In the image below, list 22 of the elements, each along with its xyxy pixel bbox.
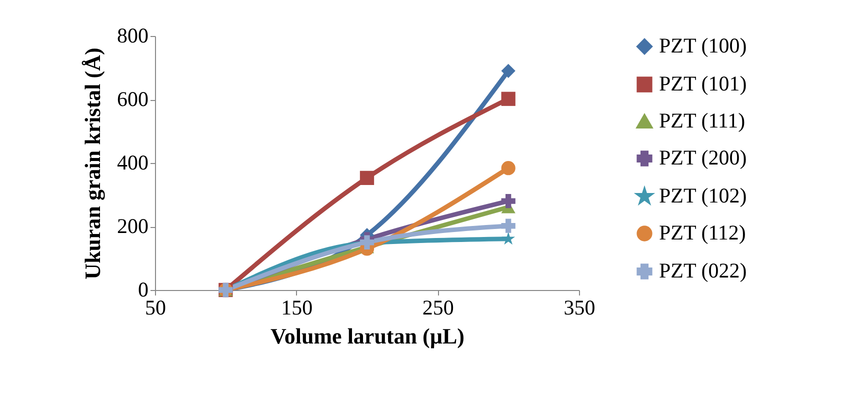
y-axis-title: Ukuran grain kristal (Å) (80, 48, 105, 280)
legend-label: PZT (101) (659, 72, 747, 96)
point (501, 92, 516, 106)
legend-label: PZT (112) (659, 220, 746, 244)
legend-label: PZT (022) (659, 258, 747, 282)
point (360, 170, 374, 185)
legend-label: PZT (100) (659, 34, 747, 58)
x-tick-label: 150 (281, 296, 313, 320)
x-tick-label: 350 (564, 296, 596, 320)
legend-label: PZT (200) (659, 146, 747, 170)
point (501, 161, 516, 176)
point (501, 64, 516, 78)
legend-label: PZT (102) (659, 184, 747, 208)
y-tick-label: 800 (117, 24, 148, 48)
y-tick-label: 600 (117, 87, 148, 111)
y-tick-label: 400 (117, 150, 148, 174)
legend-label: PZT (111) (659, 108, 746, 132)
x-tick-label: 250 (422, 296, 454, 320)
point (502, 232, 516, 245)
x-axis-title: Volume larutan (µL) (270, 324, 464, 348)
point (501, 218, 516, 233)
y-tick-label: 200 (117, 214, 148, 238)
